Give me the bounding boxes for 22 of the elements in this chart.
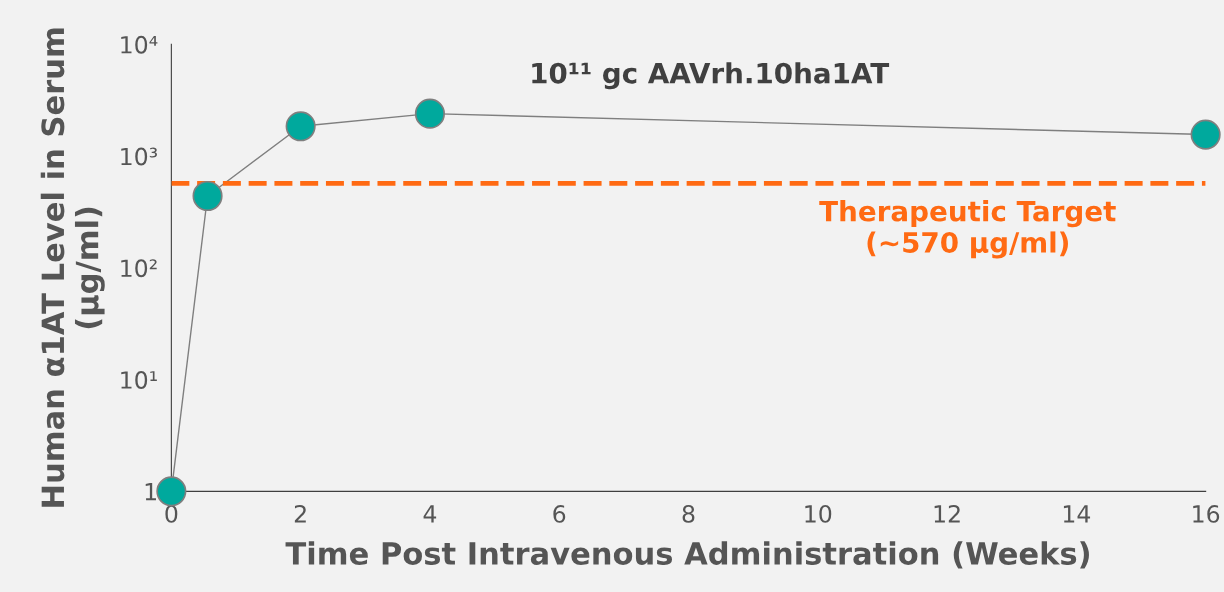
x-tick-label: 8 — [682, 504, 695, 523]
x-tick-label: 4 — [423, 505, 437, 523]
y-tick-label: 10¹ — [121, 371, 157, 389]
x-tick-label: 16 — [1193, 504, 1220, 523]
point — [285, 111, 316, 142]
x-tick-label: 10 — [805, 504, 832, 523]
point — [156, 476, 187, 507]
y-axis-title: Human α1AT Level in Serum (μg/ml) — [40, 28, 105, 507]
y-tick-label: 10³ — [121, 147, 157, 166]
ref-line-label: Therapeutic Target (~570 μg/ml) — [819, 200, 1116, 259]
y-tick-label: 1 — [145, 483, 156, 501]
point — [1190, 119, 1221, 150]
y-tick-label: 10² — [121, 259, 157, 278]
x-tick-label: 6 — [553, 504, 566, 523]
x-axis-title: Time Post Intravenous Administration (Weeks) — [285, 541, 1089, 569]
x-tick-label: 14 — [1063, 505, 1091, 523]
point — [414, 98, 445, 129]
x-tick-label: 12 — [934, 504, 960, 523]
y-tick-label: 10⁴ — [121, 35, 158, 54]
point — [192, 180, 223, 212]
annotation: 10¹¹ gc AAVrh.10ha1AT — [532, 62, 890, 90]
x-tick-label: 2 — [294, 504, 306, 523]
